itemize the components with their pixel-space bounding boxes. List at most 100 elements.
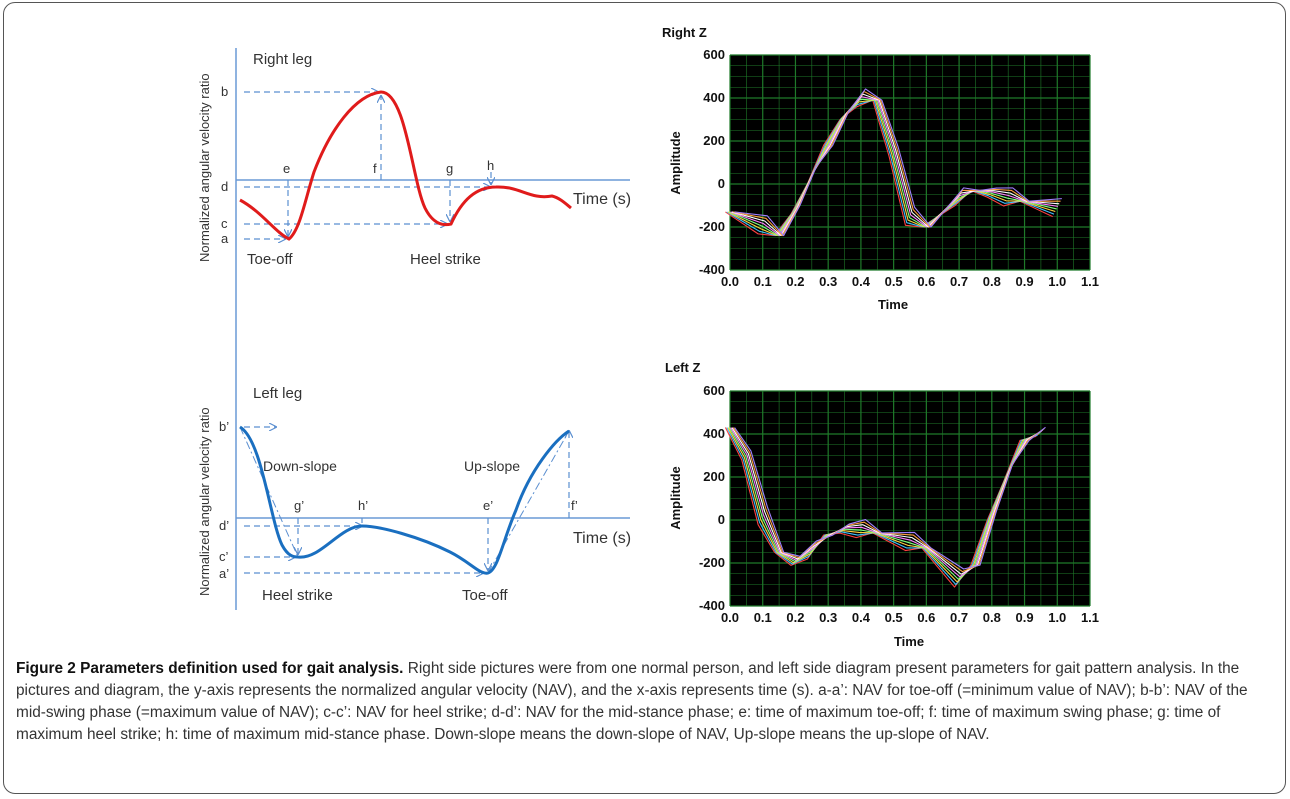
- caption-text: Right side pictures were from one normal…: [16, 660, 1248, 743]
- right-z-y-tick-label: 0: [718, 176, 725, 191]
- left-z-x-tick-label: 0.7: [950, 610, 968, 625]
- gait-parameter-diagrams: Normalized angular velocity ratio Right …: [197, 25, 1099, 649]
- left-z-ylabel: Amplitude: [668, 466, 683, 530]
- left-z-y-tick-label: 600: [703, 383, 725, 398]
- left-down-slope-label: Down-slope: [263, 458, 337, 474]
- left-leg-diagram: Normalized angular velocity ratio Left l…: [197, 385, 631, 604]
- right-z-trace: [729, 98, 1057, 237]
- left-z-trace: [726, 427, 1038, 586]
- left-z-y-tick-label: 0: [718, 512, 725, 527]
- left-z-x-tick-label: 0.6: [917, 610, 935, 625]
- right-z-y-tick-label: -200: [699, 219, 725, 234]
- left-z-y-tick-label: 200: [703, 469, 725, 484]
- right-z-y-tick-label: 400: [703, 90, 725, 105]
- right-level-c: c: [221, 216, 228, 231]
- left-z-x-tick-label: 1.1: [1081, 610, 1099, 625]
- right-z-trace: [733, 91, 1061, 237]
- right-z-x-tick-label: 1.1: [1081, 274, 1099, 289]
- right-z-trace: [734, 88, 1062, 237]
- right-level-d: d: [221, 179, 228, 194]
- right-z-trace: [730, 96, 1059, 237]
- left-z-trace: [730, 427, 1042, 578]
- left-z-trace: [731, 427, 1044, 575]
- right-z-x-tick-label: 0.5: [885, 274, 903, 289]
- left-z-title: Left Z: [665, 360, 700, 375]
- right-z-x-tick-label: 0.3: [819, 274, 837, 289]
- left-z-trace: [727, 427, 1040, 583]
- left-marker-g: g’: [294, 498, 304, 513]
- left-z-trace: [728, 427, 1041, 580]
- right-marker-g: g: [446, 161, 453, 176]
- right-z-x-tick-label: 0.4: [852, 274, 871, 289]
- right-z-x-tick-label: 0.0: [721, 274, 739, 289]
- left-event-heel-strike: Heel strike: [262, 587, 333, 604]
- left-z-chart: Left Z 0.0 0.1 0.2 0.3 0.4 0.5 0.6 0.7 0.8 0.9 1.0…: [665, 360, 1099, 649]
- left-z-y-tick-label: -400: [699, 598, 725, 613]
- right-z-trace: [726, 99, 1055, 237]
- right-marker-h: h: [487, 158, 494, 173]
- left-z-x-tick-label: 0.1: [754, 610, 772, 625]
- left-event-toe-off: Toe-off: [462, 587, 508, 604]
- right-marker-e: e: [283, 161, 290, 176]
- left-z-series: [724, 426, 1046, 588]
- right-z-trace: [725, 99, 1053, 237]
- right-z-chart: Right Z 0.0 0.1 0.2 0.3 0.4 0.5 0.6 0.7 0.8 0.9 1.…: [662, 25, 1099, 312]
- left-level-d: d’: [219, 518, 229, 533]
- right-diagram-ylabel: Normalized angular velocity ratio: [197, 73, 212, 262]
- right-z-grid: [729, 54, 1091, 271]
- left-z-x-tick-label: 1.0: [1048, 610, 1066, 625]
- right-event-heel-strike: Heel strike: [410, 251, 481, 268]
- right-z-x-tick-label: 0.9: [1016, 274, 1034, 289]
- left-diagram-ylabel: Normalized angular velocity ratio: [197, 407, 212, 596]
- left-z-grid: [729, 390, 1091, 607]
- right-leg-diagram: Normalized angular velocity ratio Right …: [197, 51, 631, 268]
- left-marker-h: h’: [358, 498, 368, 513]
- right-diagram-title: Right leg: [253, 51, 312, 68]
- right-z-x-tick-label: 1.0: [1048, 274, 1066, 289]
- left-level-c: c’: [219, 549, 229, 564]
- left-z-x-tick-label: 0.3: [819, 610, 837, 625]
- figure-frame: [3, 2, 1286, 794]
- left-z-x-tick-label: 0.5: [885, 610, 903, 625]
- left-leg-curve: [239, 425, 570, 575]
- left-marker-e: e’: [483, 498, 493, 513]
- left-z-x-tick-label: 0.2: [786, 610, 804, 625]
- right-z-y-tick-label: 200: [703, 133, 725, 148]
- right-z-series: [725, 88, 1062, 237]
- left-z-trace: [734, 426, 1046, 570]
- left-level-b: b’: [219, 419, 229, 434]
- right-level-a: a: [221, 231, 229, 246]
- left-guide-lines: [244, 427, 569, 573]
- left-z-x-tick-label: 0.9: [1016, 610, 1034, 625]
- left-z-y-ticks: 600 400 200 0 -200 -400: [699, 383, 725, 613]
- left-level-a: a’: [219, 566, 229, 581]
- right-z-y-tick-label: 600: [703, 47, 725, 62]
- left-z-x-tick-label: 0.8: [983, 610, 1001, 625]
- right-guide-lines: [244, 92, 491, 239]
- right-z-y-tick-label: -400: [699, 262, 725, 277]
- right-z-x-tick-label: 0.6: [917, 274, 935, 289]
- right-time-label: Time (s): [573, 191, 631, 208]
- left-z-y-tick-label: 400: [703, 426, 725, 441]
- right-z-trace: [727, 99, 1056, 237]
- right-z-x-tick-label: 0.7: [950, 274, 968, 289]
- right-marker-f: f: [373, 161, 377, 176]
- left-up-slope-label: Up-slope: [464, 458, 520, 474]
- right-leg-curve: [239, 90, 572, 241]
- left-z-xlabel: Time: [894, 634, 924, 649]
- left-z-x-ticks: 0.0 0.1 0.2 0.3 0.4 0.5 0.6 0.7 0.8 0.9 1.0 1.1: [721, 610, 1099, 625]
- right-z-x-ticks: 0.0 0.1 0.2 0.3 0.4 0.5 0.6 0.7 0.8 0.9 1.0 1.1: [721, 274, 1099, 289]
- left-diagram-title: Left leg: [253, 385, 302, 402]
- right-z-ylabel: Amplitude: [668, 131, 683, 195]
- left-z-y-tick-label: -200: [699, 555, 725, 570]
- left-z-trace: [724, 427, 1037, 588]
- right-event-toe-off: Toe-off: [247, 251, 293, 268]
- left-marker-f: f’: [571, 498, 578, 513]
- right-z-y-ticks: 600 400 200 0 -200 -400: [699, 47, 725, 277]
- right-z-xlabel: Time: [878, 297, 908, 312]
- left-time-label: Time (s): [573, 530, 631, 547]
- caption-label: Figure 2 Parameters definition used for …: [16, 660, 404, 677]
- figure-caption: Figure 2 Parameters definition used for …: [16, 658, 1276, 746]
- left-z-x-tick-label: 0.0: [721, 610, 739, 625]
- right-z-x-tick-label: 0.2: [786, 274, 804, 289]
